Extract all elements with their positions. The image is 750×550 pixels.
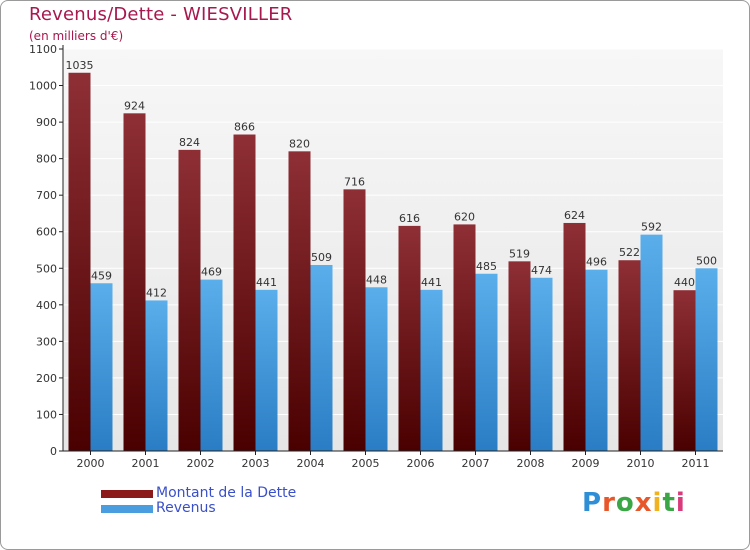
bar-revenus (420, 289, 443, 451)
bar-dette (68, 72, 91, 451)
data-label-revenus: 485 (476, 260, 497, 273)
data-label-dette: 620 (454, 210, 475, 223)
data-label-dette: 519 (509, 247, 530, 260)
y-tick-label: 0 (50, 445, 57, 458)
data-label-revenus: 412 (146, 286, 167, 299)
data-label-revenus: 496 (586, 256, 607, 269)
bar-dette (453, 224, 476, 451)
bar-revenus (585, 269, 608, 451)
logo-letter: i (652, 488, 663, 518)
data-label-dette: 866 (234, 121, 255, 134)
bar-revenus (145, 300, 168, 451)
x-tick-label: 2001 (132, 457, 160, 470)
y-tick-label: 400 (36, 299, 57, 312)
bar-dette (288, 151, 311, 451)
bar-dette (398, 225, 421, 451)
labels: 0 100 200 300 400 500 600 700 800 900 1000 1100 2000… (29, 43, 717, 470)
x-tick-label: 2004 (297, 457, 325, 470)
data-label-dette: 820 (289, 137, 310, 150)
data-label-dette: 522 (619, 246, 640, 259)
data-label-dette: 716 (344, 175, 365, 188)
x-tick-label: 2010 (627, 457, 655, 470)
y-tick-label: 200 (36, 372, 57, 385)
bar-dette (178, 149, 201, 451)
bar-dette (673, 290, 696, 451)
data-label-dette: 1035 (66, 59, 94, 72)
y-tick-label: 300 (36, 335, 57, 348)
data-label-dette: 440 (674, 276, 695, 289)
x-tick-label: 2007 (462, 457, 490, 470)
logo-letter: r (602, 488, 616, 518)
y-tick-label: 700 (36, 189, 57, 202)
bar-revenus (530, 277, 553, 451)
logo-letter: P (582, 488, 603, 518)
bar-revenus (255, 289, 278, 451)
y-tick-label: 500 (36, 262, 57, 275)
plot-area (63, 49, 723, 451)
y-tick-label: 900 (36, 116, 57, 129)
data-label-dette: 616 (399, 212, 420, 225)
legend-label-dette: Montant de la Dette (156, 485, 297, 501)
y-tick-label: 100 (36, 408, 57, 421)
bar-revenus (365, 287, 388, 451)
bar-dette (618, 260, 641, 451)
legend-label-revenus: Revenus (156, 500, 216, 516)
logo-letter: t (662, 488, 676, 518)
data-label-dette: 824 (179, 136, 200, 149)
data-label-revenus: 441 (421, 276, 442, 289)
y-tick-label: 800 (36, 153, 57, 166)
data-label-revenus: 474 (531, 264, 552, 277)
legend-swatch-dette (101, 490, 153, 498)
x-tick-label: 2005 (352, 457, 380, 470)
data-label-revenus: 592 (641, 221, 662, 234)
data-label-revenus: 469 (201, 266, 222, 279)
bar-dette (123, 113, 146, 451)
data-label-revenus: 459 (91, 269, 112, 282)
data-label-revenus: 448 (366, 273, 387, 286)
bar-dette (563, 222, 586, 451)
bar-revenus (640, 234, 663, 451)
x-tick-label: 2002 (187, 457, 215, 470)
data-label-revenus: 500 (696, 254, 717, 267)
x-tick-label: 2008 (517, 457, 545, 470)
x-tick-label: 2011 (682, 457, 710, 470)
x-tick-label: 2000 (77, 457, 105, 470)
proxiti-logo: Proxiti (582, 488, 686, 518)
data-label-dette: 624 (564, 209, 585, 222)
bar-revenus (695, 268, 718, 451)
data-label-dette: 924 (124, 99, 145, 112)
bar-revenus (200, 279, 223, 451)
data-label-revenus: 441 (256, 276, 277, 289)
y-tick-label: 1100 (29, 43, 57, 56)
logo-letter: i (675, 488, 686, 518)
bars (68, 72, 718, 452)
axes (59, 45, 723, 455)
x-tick-label: 2006 (407, 457, 435, 470)
x-tick-label: 2003 (242, 457, 270, 470)
x-tick-label: 2009 (572, 457, 600, 470)
legend-swatch-revenus (101, 505, 153, 513)
bar-revenus (90, 283, 113, 451)
chart-title: Revenus/Dette - WIESVILLER (29, 4, 293, 25)
y-tick-label: 1000 (29, 80, 57, 93)
data-label-revenus: 509 (311, 251, 332, 264)
y-tick-label: 600 (36, 226, 57, 239)
logo-letter: o (615, 488, 635, 518)
logo-letter: x (634, 488, 653, 518)
bar-dette (508, 261, 531, 451)
grid-lines (63, 48, 723, 452)
bar-dette (343, 189, 366, 452)
bar-dette (233, 134, 256, 451)
chart-subtitle: (en milliers d'€) (29, 29, 124, 43)
bar-revenus (475, 273, 498, 451)
bar-revenus (310, 264, 333, 451)
